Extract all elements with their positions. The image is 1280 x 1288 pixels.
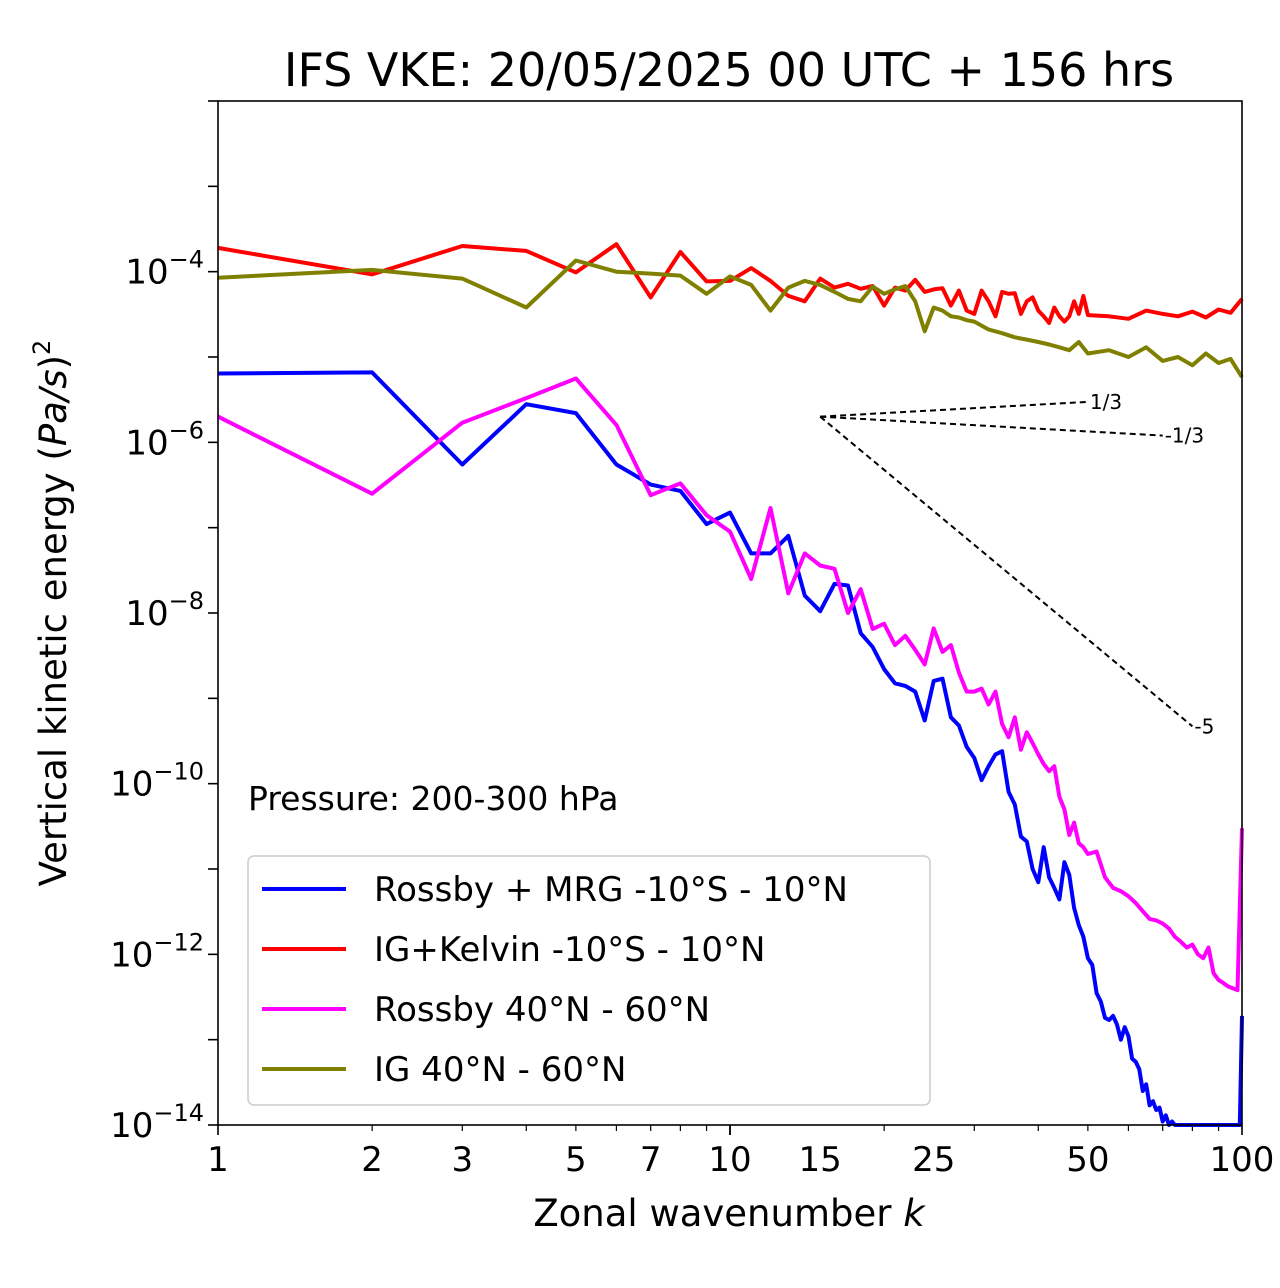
legend-frame (247, 855, 931, 1106)
x-tick-label: 25 (912, 1140, 955, 1180)
reference-slopes: 1/3 -1/3 -5 (819, 390, 1214, 738)
legend-label-1: Rossby + MRG -10°S - 10°N (374, 870, 848, 910)
legend: Rossby + MRG -10°S - 10°N IG+Kelvin -10°S… (247, 855, 931, 1106)
x-tick-label: 100 (1210, 1140, 1275, 1180)
y-tick-label: 10−8 (125, 587, 204, 634)
x-tick-label: 15 (799, 1140, 842, 1180)
x-tick-label: 1 (207, 1140, 229, 1180)
chart-title: IFS VKE: 20/05/2025 00 UTC + 156 hrs (284, 43, 1174, 97)
legend-label-3: Rossby 40°N - 60°N (374, 990, 710, 1030)
slope-label-1: 1/3 (1090, 390, 1122, 414)
legend-label-2: IG+Kelvin -10°S - 10°N (374, 930, 765, 970)
y-tick-label: 10−4 (125, 246, 204, 293)
pressure-annotation: Pressure: 200-300 hPa (248, 779, 618, 818)
x-tick-label: 3 (451, 1140, 473, 1180)
series-line-4 (217, 258, 1244, 379)
x-axis: 1 2 3 5 7 10 15 25 50 100 (207, 1125, 1274, 1180)
slope-label-2: -1/3 (1165, 424, 1204, 448)
x-tick-label: 7 (640, 1140, 662, 1180)
x-tick-label: 2 (361, 1140, 383, 1180)
y-axis: 10−4 10−6 10−8 10−10 10−12 10−14 (110, 100, 218, 1146)
slope-line-1 (820, 400, 1088, 418)
x-tick-label: 10 (708, 1140, 751, 1180)
y-tick-label: 10−6 (125, 416, 204, 463)
x-tick-label: 5 (565, 1140, 587, 1180)
slope-line-2 (820, 415, 1163, 437)
y-tick-label: 10−12 (110, 928, 204, 975)
y-tick-label: 10−14 (110, 1099, 204, 1146)
slope-label-3: -5 (1194, 714, 1214, 738)
y-tick-label: 10−10 (110, 758, 204, 805)
series-line-2 (217, 242, 1244, 325)
y-axis-label: Vertical kinetic energy (Pa/s)2 (28, 340, 75, 887)
series-line-3 (217, 376, 1244, 993)
x-axis-label: Zonal wavenumber k (533, 1192, 926, 1235)
slope-line-3 (819, 415, 1194, 728)
legend-label-4: IG 40°N - 60°N (374, 1050, 626, 1090)
x-tick-label: 50 (1066, 1140, 1109, 1180)
